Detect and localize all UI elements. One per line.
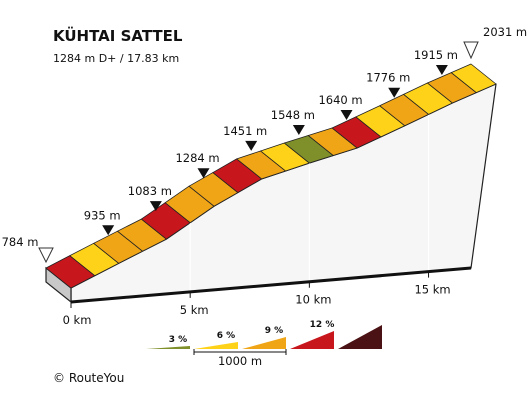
legend-swatch	[290, 331, 334, 349]
start-marker-icon	[38, 247, 54, 264]
distance-tick-label: 5 km	[180, 303, 209, 317]
elevation-arrow-icon	[340, 109, 353, 120]
legend-label: 12 %	[310, 320, 335, 330]
distance-tick-label: 15 km	[414, 283, 450, 297]
distance-tick-label: 10 km	[295, 293, 331, 307]
elevation-arrow-icon	[245, 140, 258, 151]
distance-tick-label: 0 km	[63, 313, 92, 327]
profile-body	[45, 83, 497, 304]
elevation-arrow-icon	[435, 64, 448, 75]
elevation-arrow-icon	[292, 125, 305, 136]
chart-subtitle: 1284 m D+ / 17.83 km	[53, 52, 179, 65]
elevation-label: 1640 m	[318, 93, 362, 107]
summit-marker-icon	[463, 41, 479, 60]
distance-axis: 0 km 5 km 10 km 15 km	[63, 271, 451, 327]
elevation-label: 935 m	[84, 208, 121, 222]
chart-title: KÜHTAI SATTEL	[53, 26, 183, 45]
legend-swatch	[146, 346, 190, 349]
elevation-label: 2031 m	[483, 25, 527, 39]
legend-swatch	[338, 325, 382, 349]
elevation-label: 1083 m	[128, 184, 172, 198]
legend-label: 6 %	[217, 331, 235, 341]
legend-scale-label: 1000 m	[218, 354, 262, 368]
legend-swatch	[194, 342, 238, 349]
elevation-label: 1548 m	[271, 108, 315, 122]
elevation-label: 1284 m	[175, 151, 219, 165]
profile-baseline	[70, 266, 472, 304]
legend-swatch	[242, 337, 286, 349]
copyright-text: © RouteYou	[53, 371, 124, 385]
elevation-label: 784 m	[2, 235, 39, 249]
elevation-arrow-icon	[102, 225, 115, 236]
gradient-legend: 3 % 6 % 9 % 12 % 1000 m	[146, 320, 382, 368]
legend-label: 9 %	[265, 326, 283, 336]
gradient-segments	[45, 63, 497, 289]
elevation-arrow-icon	[149, 201, 162, 212]
elevation-arrow-icon	[388, 87, 401, 98]
elevation-label: 1451 m	[223, 124, 267, 138]
elevation-label: 1915 m	[414, 48, 458, 62]
elevation-arrow-icon	[197, 168, 210, 179]
gradient-segment	[450, 63, 497, 94]
legend-label: 3 %	[169, 335, 187, 345]
elevation-label: 1776 m	[366, 71, 410, 85]
